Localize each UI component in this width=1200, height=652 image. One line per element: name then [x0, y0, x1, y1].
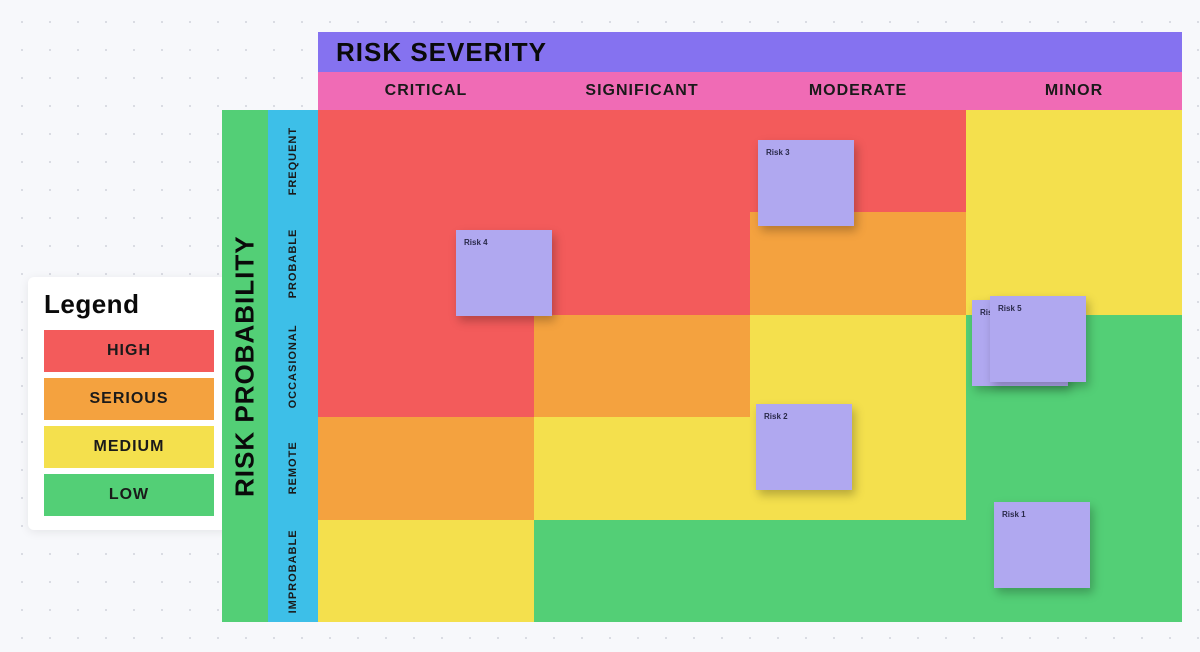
- severity-col-moderate: MODERATE: [750, 72, 966, 110]
- severity-col-critical: CRITICAL: [318, 72, 534, 110]
- risk-note[interactable]: Risk 1: [994, 502, 1090, 588]
- severity-columns-bar: CRITICALSIGNIFICANTMODERATEMINOR: [318, 72, 1182, 110]
- severity-col-minor: MINOR: [966, 72, 1182, 110]
- cell-r3-c1-medium: [534, 417, 750, 519]
- risk-note[interactable]: Risk 3: [758, 140, 854, 226]
- canvas: Legend HIGH SERIOUS MEDIUM LOW RISK SEVERIT…: [0, 0, 1200, 652]
- probability-rows-bar: FREQUENTPROBABLEOCCASIONALREMOTEIMPROBAB…: [268, 110, 318, 622]
- cell-r1-c2-serious: [750, 212, 966, 314]
- legend-item-serious: SERIOUS: [44, 378, 214, 420]
- risk-note[interactable]: Risk 4: [456, 230, 552, 316]
- legend-title: Legend: [44, 289, 214, 320]
- cell-r3-c0-serious: [318, 417, 534, 519]
- probability-title-bar: RISK PROBABILITY: [222, 110, 268, 622]
- severity-col-significant: SIGNIFICANT: [534, 72, 750, 110]
- cell-r1-c1-high: [534, 212, 750, 314]
- legend-item-high: HIGH: [44, 330, 214, 372]
- risk-note[interactable]: Risk 2: [756, 404, 852, 490]
- probability-row-frequent: FREQUENT: [268, 110, 318, 212]
- cell-r2-c1-serious: [534, 315, 750, 417]
- risk-note[interactable]: Risk 5: [990, 296, 1086, 382]
- probability-row-probable: PROBABLE: [268, 212, 318, 314]
- legend-item-low: LOW: [44, 474, 214, 516]
- probability-row-improbable: IMPROBABLE: [268, 520, 318, 622]
- cell-r4-c1-low: [534, 520, 750, 622]
- cell-r2-c0-high: [318, 315, 534, 417]
- probability-row-remote: REMOTE: [268, 417, 318, 519]
- legend-card: Legend HIGH SERIOUS MEDIUM LOW: [28, 277, 230, 530]
- severity-title-bar: RISK SEVERITY: [318, 32, 1182, 72]
- cell-r0-c0-high: [318, 110, 534, 212]
- cell-r0-c1-high: [534, 110, 750, 212]
- cell-r2-c2-medium: [750, 315, 966, 417]
- cell-r4-c2-low: [750, 520, 966, 622]
- probability-row-occasional: OCCASIONAL: [268, 315, 318, 417]
- cell-r4-c0-medium: [318, 520, 534, 622]
- risk-matrix: RISK SEVERITY CRITICALSIGNIFICANTMODERAT…: [222, 32, 1182, 622]
- legend-item-medium: MEDIUM: [44, 426, 214, 468]
- cell-r0-c3-medium: [966, 110, 1182, 212]
